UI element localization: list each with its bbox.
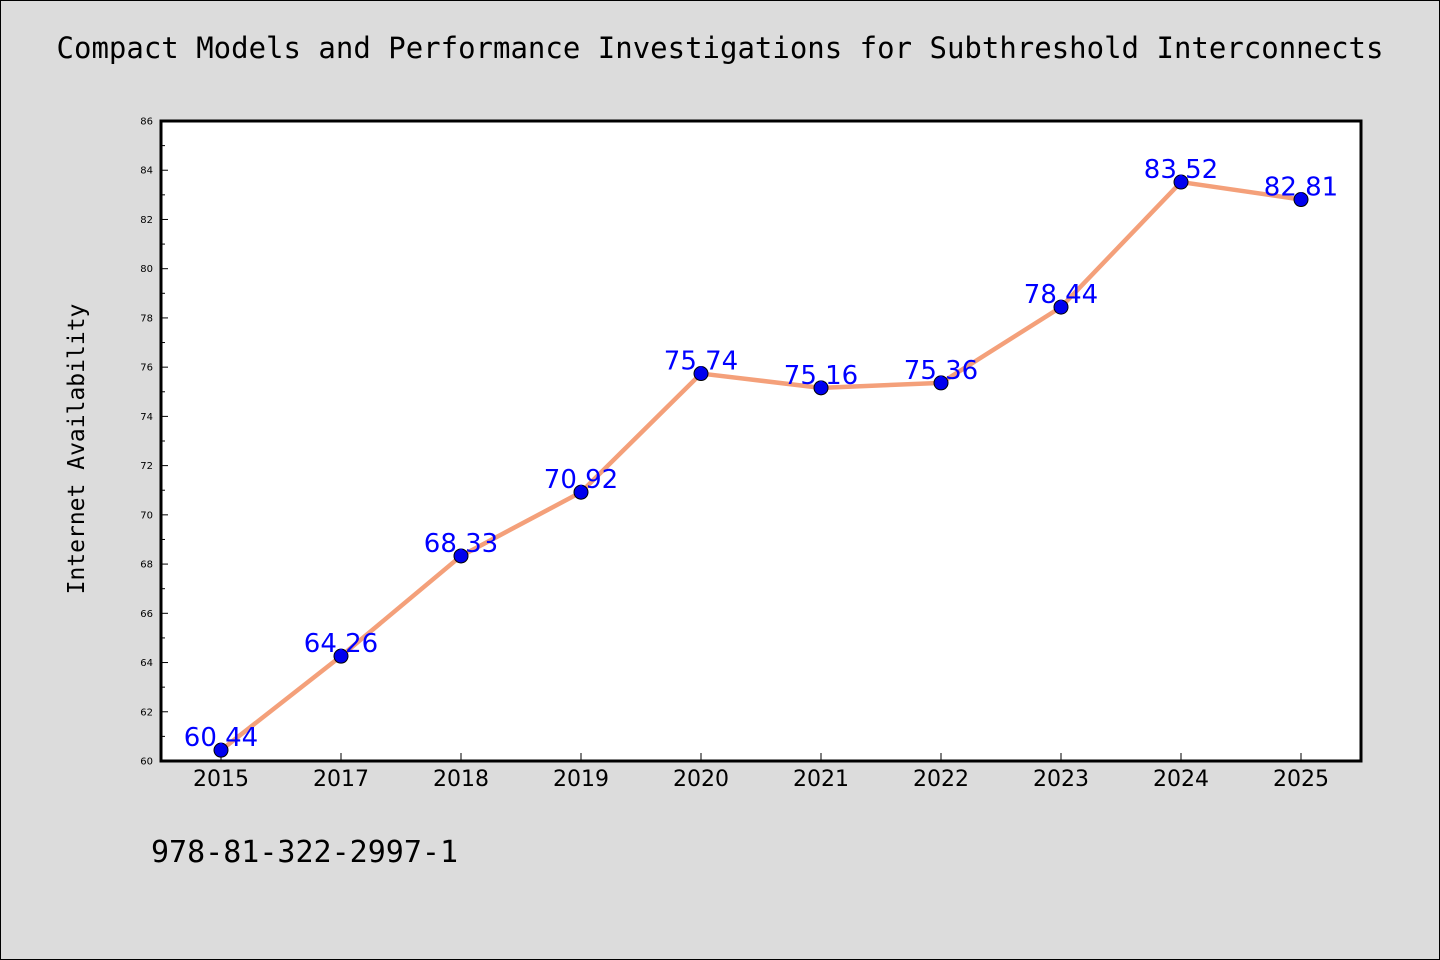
- series-line: [218, 179, 1304, 753]
- data-point-marker: [453, 548, 469, 564]
- y-tick-label: 80: [140, 264, 153, 275]
- data-point-marker: [693, 366, 709, 382]
- data-point-marker: [933, 375, 949, 391]
- x-tick-label: 2018: [433, 767, 489, 792]
- data-point-marker: [1053, 299, 1069, 315]
- y-tick-label: 86: [140, 117, 153, 128]
- y-tick-label: 72: [140, 461, 153, 472]
- x-tick-label: 2022: [913, 767, 969, 792]
- data-point-marker: [573, 484, 589, 500]
- data-point-marker: [813, 380, 829, 396]
- plot-area: [161, 121, 1361, 761]
- x-tick-label: 2025: [1273, 767, 1329, 792]
- plot-frame: [159, 119, 1363, 763]
- x-tick-label: 2021: [793, 767, 849, 792]
- y-tick-label: 78: [140, 313, 153, 324]
- data-label: 75.74: [664, 347, 738, 377]
- y-tick-label: 74: [140, 412, 153, 423]
- y-tick-label: 70: [140, 510, 153, 521]
- y-tick-label: 84: [140, 166, 153, 177]
- y-tick-label: 60: [140, 757, 153, 768]
- y-tick-label: 82: [140, 215, 153, 226]
- data-label: 60.44: [184, 723, 258, 753]
- data-point-marker: [1293, 192, 1309, 208]
- x-tick-label: 2015: [193, 767, 249, 792]
- y-tick-label: 68: [140, 560, 153, 571]
- data-point-marker: [333, 648, 349, 664]
- y-tick-label: 62: [140, 707, 153, 718]
- data-label: 64.26: [304, 629, 378, 659]
- isbn-annotation: 978-81-322-2997-1: [151, 835, 459, 870]
- data-label: 78.44: [1024, 280, 1098, 310]
- x-tick-label: 2024: [1153, 767, 1209, 792]
- data-point-marker: [213, 742, 229, 758]
- data-label: 75.36: [904, 356, 978, 386]
- data-label: 68.33: [424, 529, 498, 559]
- x-tick-label: 2017: [313, 767, 369, 792]
- data-label: 83.52: [1144, 155, 1218, 185]
- x-tick-label: 2023: [1033, 767, 1089, 792]
- y-tick-label: 76: [140, 363, 153, 374]
- data-label: 70.92: [544, 465, 618, 495]
- chart-title: Compact Models and Performance Investiga…: [56, 31, 1384, 65]
- x-tick-label: 2019: [553, 767, 609, 792]
- y-tick-label: 66: [140, 609, 153, 620]
- data-label: 75.16: [784, 361, 858, 391]
- data-point-marker: [1173, 174, 1189, 190]
- x-tick-label: 2020: [673, 767, 729, 792]
- data-label: 82.81: [1264, 173, 1338, 203]
- y-tick-label: 64: [140, 658, 153, 669]
